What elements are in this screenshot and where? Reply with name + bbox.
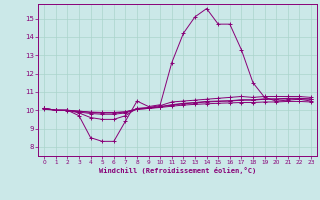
X-axis label: Windchill (Refroidissement éolien,°C): Windchill (Refroidissement éolien,°C): [99, 167, 256, 174]
